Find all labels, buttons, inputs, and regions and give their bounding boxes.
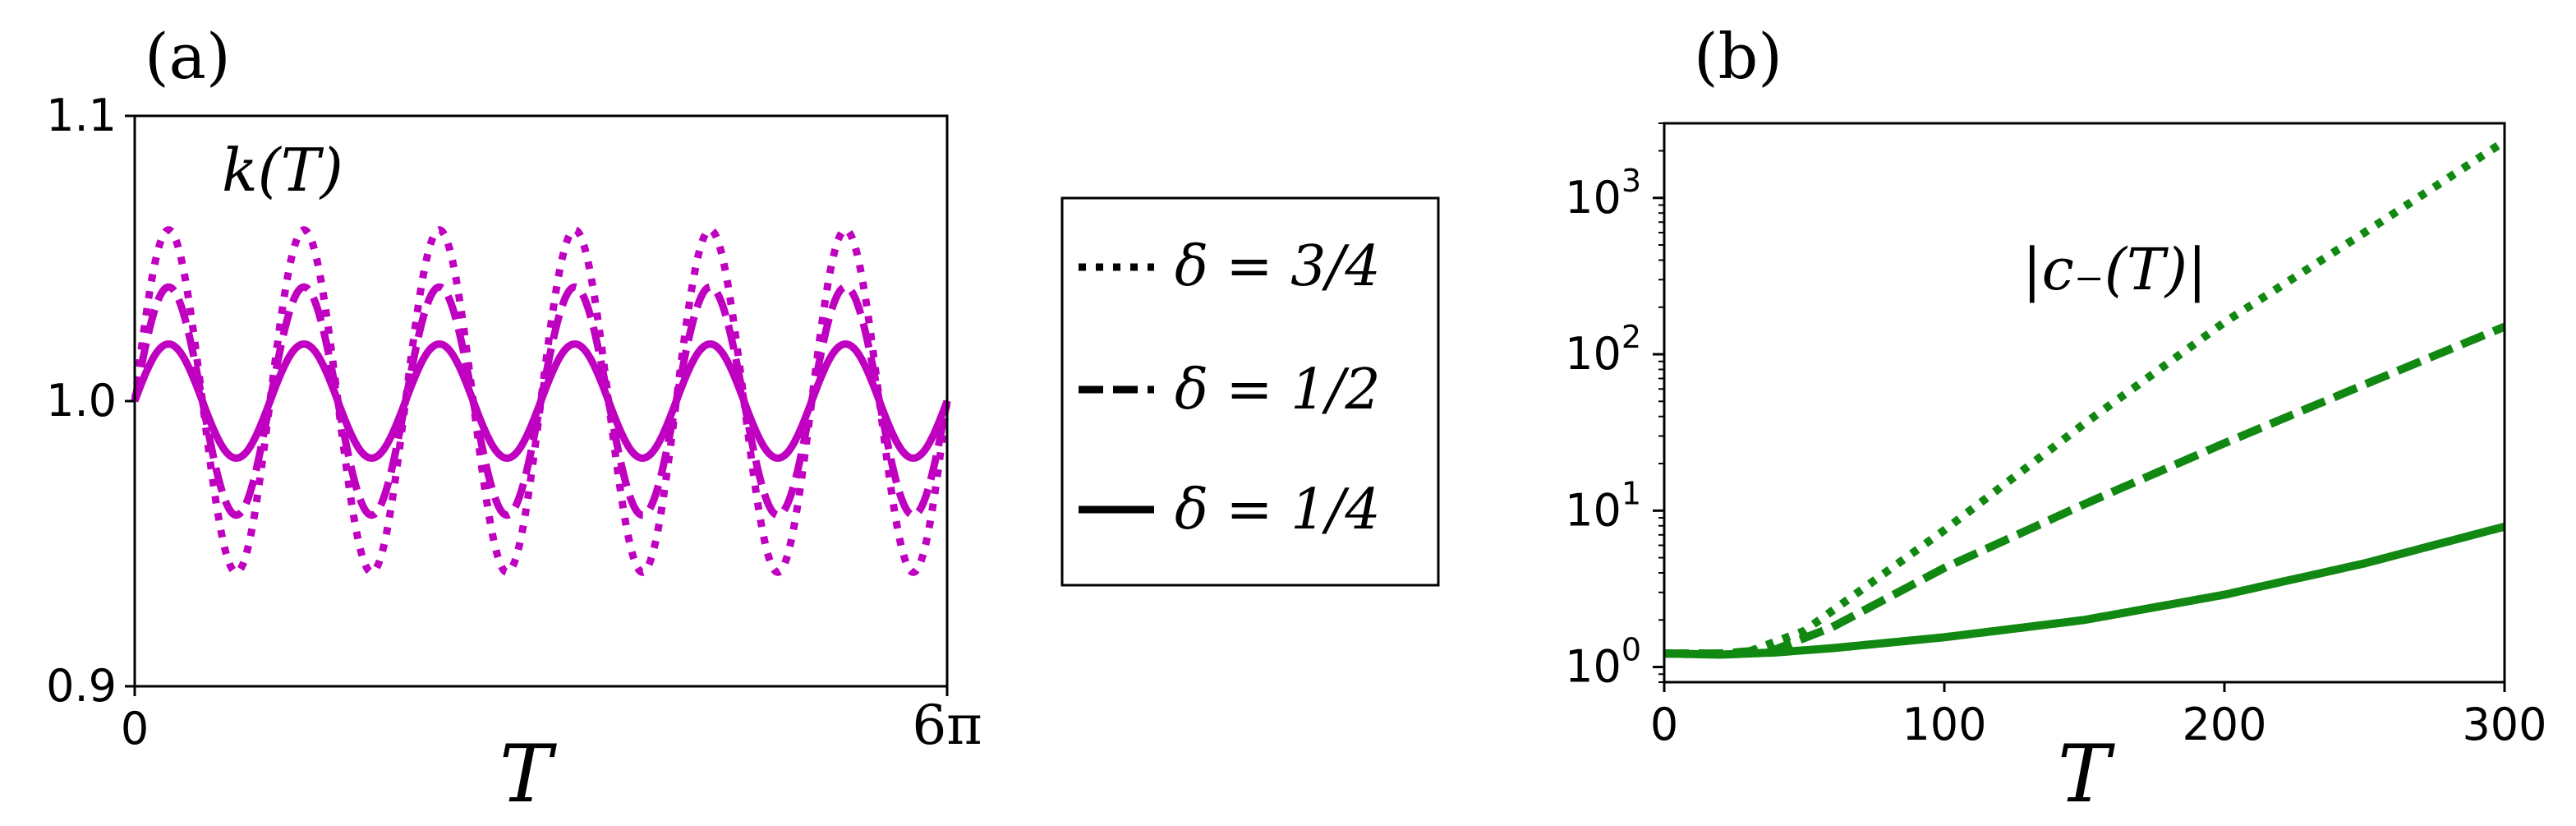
panel-a-y-tick-label: 0.9 bbox=[46, 660, 117, 712]
legend-entry-solid: δ = 1/4 bbox=[1079, 478, 1381, 542]
panel-b-annotation: |c₋(T)| bbox=[2022, 236, 2207, 303]
panel-b-frame bbox=[1663, 122, 2506, 684]
panel-b-x-tick-label: 300 bbox=[2462, 699, 2546, 750]
panel-a-y-tick-label: 1.1 bbox=[46, 90, 117, 141]
panel-b-y-tick-label: 103 bbox=[1565, 163, 1641, 224]
panel-a-x-tick-label: 6π bbox=[912, 694, 982, 757]
panel-b-x-tick-label: 200 bbox=[2182, 699, 2266, 750]
panel-b-y-tick-label: 100 bbox=[1565, 632, 1641, 693]
panel-a: (a) 0.9 1.0 1.1 0 6π k(T) T bbox=[46, 20, 982, 820]
panel-b-series-solid bbox=[1663, 522, 2506, 659]
panel-b-series-dotted bbox=[1664, 137, 2507, 658]
panel-b-x-ticks: 0 100 200 300 bbox=[1650, 682, 2547, 750]
panel-a-y-ticks: 0.9 1.0 1.1 bbox=[46, 90, 135, 712]
panel-a-x-tick-label: 0 bbox=[121, 703, 149, 754]
panel-a-xlabel: T bbox=[499, 728, 557, 820]
panel-a-series-solid bbox=[131, 340, 951, 462]
panel-a-y-tick-label: 1.0 bbox=[46, 375, 117, 427]
panel-b-series-dashed bbox=[1664, 322, 2506, 658]
panel-b-y-tick-label: 101 bbox=[1565, 475, 1641, 536]
panel-b-x-tick-label: 0 bbox=[1650, 699, 1678, 750]
panel-a-label: (a) bbox=[145, 20, 231, 93]
panel-b-y-ticks: 100 101 102 103 bbox=[1565, 122, 1664, 693]
legend-entry-dotted: δ = 3/4 bbox=[1079, 234, 1381, 299]
panel-b-label: (b) bbox=[1694, 20, 1782, 93]
legend-label-dashed: δ = 1/2 bbox=[1175, 358, 1381, 422]
legend-label-dotted: δ = 3/4 bbox=[1175, 234, 1381, 299]
panel-b-y-tick-label: 102 bbox=[1565, 319, 1641, 380]
panel-b-x-tick-label: 100 bbox=[1902, 699, 1986, 750]
panel-a-annotation: k(T) bbox=[222, 136, 343, 205]
panel-a-curves bbox=[131, 226, 951, 576]
legend-label-solid: δ = 1/4 bbox=[1175, 478, 1381, 542]
legend-entry-dashed: δ = 1/2 bbox=[1079, 358, 1381, 422]
panel-b-curves bbox=[1663, 137, 2507, 659]
legend: δ = 3/4 δ = 1/2 δ = 1/4 bbox=[1060, 196, 1440, 587]
panel-a-x-ticks: 0 6π bbox=[121, 686, 982, 757]
panel-b-xlabel: T bbox=[2058, 728, 2115, 820]
